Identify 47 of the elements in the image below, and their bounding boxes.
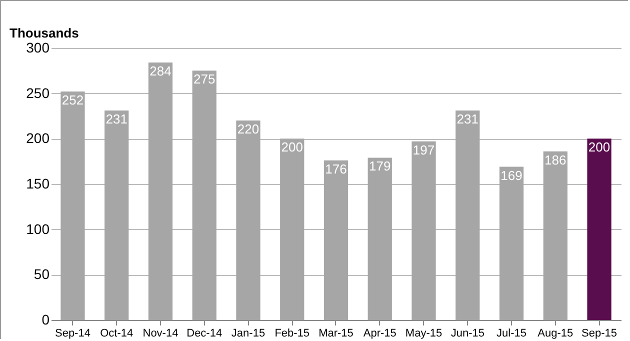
bar [236, 120, 260, 320]
x-tick-label: Jan-15 [231, 328, 266, 340]
bar [192, 70, 216, 320]
bar [148, 62, 173, 320]
data-label: 284 [150, 64, 172, 79]
y-tick-label: 250 [26, 84, 50, 101]
x-tick-label: Jun-15 [450, 328, 484, 340]
x-tick-label: May-15 [405, 328, 442, 340]
x-tick-label: Oct-14 [100, 328, 134, 340]
data-label: 252 [62, 92, 84, 108]
y-tick-label: 50 [34, 266, 50, 282]
bar [60, 92, 85, 320]
data-label: 231 [456, 112, 478, 127]
x-tick-label: Aug-15 [538, 328, 574, 340]
y-tick-label: 300 [26, 40, 50, 56]
data-label: 231 [106, 112, 128, 127]
data-label: 176 [325, 161, 347, 176]
x-tick-label: Sep-14 [54, 328, 90, 340]
data-label: 200 [588, 140, 610, 155]
x-tick-label: Mar-15 [318, 328, 354, 340]
y-tick-label: 100 [26, 220, 50, 237]
bar [104, 110, 129, 320]
bar [456, 110, 480, 320]
bar [368, 158, 392, 320]
bar [280, 138, 304, 320]
x-tick-label: Sep-15 [582, 328, 618, 340]
y-tick-label: 0 [42, 312, 50, 328]
x-tick-label: Feb-15 [274, 328, 310, 340]
data-label: 220 [237, 122, 260, 137]
bar [324, 160, 348, 320]
y-tick-label: 150 [26, 176, 50, 192]
x-tick-label: Dec-14 [186, 328, 222, 340]
bar [543, 151, 568, 320]
bar [499, 166, 524, 320]
data-label: 275 [194, 72, 216, 87]
x-tick-label: Jul-15 [496, 328, 527, 340]
data-label: 200 [281, 140, 303, 155]
data-label: 197 [412, 142, 435, 158]
data-label: 179 [369, 158, 391, 174]
bar [412, 141, 436, 320]
y-axis-title: Thousands [10, 26, 79, 40]
x-tick-label: Apr-15 [363, 328, 396, 340]
data-label: 169 [500, 168, 522, 183]
bar [587, 138, 612, 320]
x-tick-label: Nov-14 [142, 328, 178, 340]
y-tick-label: 200 [26, 130, 50, 146]
data-label: 186 [544, 152, 566, 168]
